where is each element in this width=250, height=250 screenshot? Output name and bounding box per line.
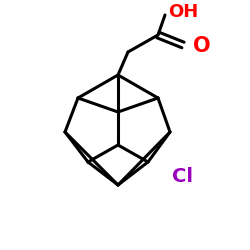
Text: Cl: Cl bbox=[172, 168, 193, 186]
Text: OH: OH bbox=[168, 3, 198, 21]
Text: O: O bbox=[193, 36, 210, 56]
